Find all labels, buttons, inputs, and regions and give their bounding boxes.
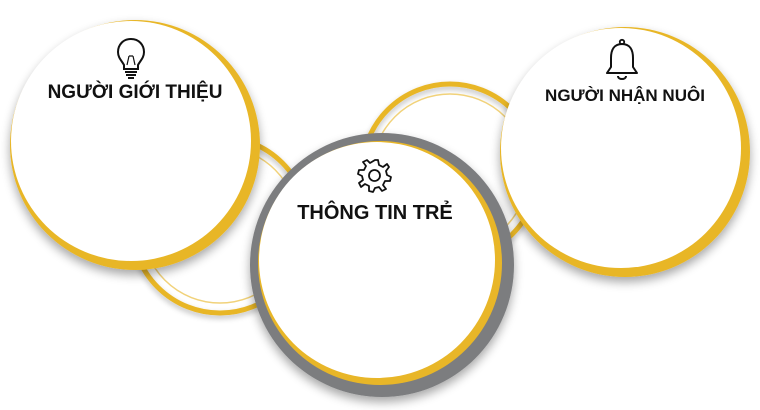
gear-icon	[357, 159, 392, 193]
node-label-child-info: THÔNG TIN TRẺ	[297, 202, 453, 224]
node-adopter-circle	[500, 27, 750, 277]
bell-icon	[606, 38, 638, 80]
node-child-info-circle	[250, 133, 514, 397]
node-referrer-circle	[10, 20, 260, 270]
lightbulb-icon	[116, 37, 146, 79]
node-label-adopter: NGƯỜI NHẬN NUÔI	[545, 86, 705, 105]
node-label-referrer: NGƯỜI GIỚI THIỆU	[47, 82, 223, 103]
